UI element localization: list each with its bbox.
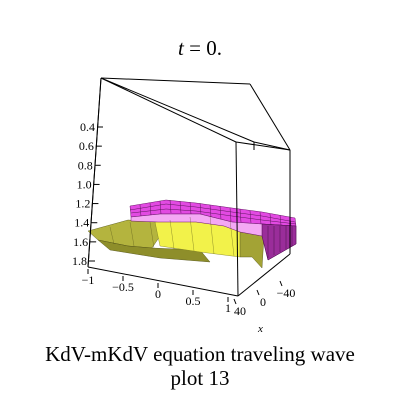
- surface-lower-plateau: [87, 219, 161, 249]
- surface-lower-plateau-front: [97, 239, 211, 263]
- z-tick-label: 0.4: [80, 120, 95, 134]
- surface-transition-edge: [239, 231, 265, 269]
- title-equation: = 0.: [183, 36, 222, 60]
- box-edge: [100, 77, 255, 143]
- t-tick-label: 0: [155, 287, 161, 301]
- box-edge: [249, 83, 291, 151]
- box-edge: [237, 253, 291, 297]
- z-tick-label: 1.6: [73, 235, 88, 249]
- t-tick-label: −1: [82, 273, 95, 287]
- z-tick-label: 1.2: [75, 197, 90, 211]
- box-edge: [235, 141, 239, 297]
- x-tick-mark: [279, 280, 283, 287]
- caption-line-1: KdV-mKdV equation traveling wave: [45, 342, 355, 366]
- z-tick-label: 1.0: [77, 177, 92, 191]
- x-tick-label: −40: [277, 286, 296, 300]
- z-tick-label: 1.8: [72, 254, 87, 268]
- plot-title: t = 0.: [0, 36, 400, 60]
- t-axis-ticks: −1 −0.5 0 0.5 1: [82, 269, 231, 315]
- z-axis-ticks: 0.4 0.6 0.8 1.0 1.2 1.4 1.6 1.8: [72, 120, 103, 268]
- surface-mesh: [129, 199, 297, 258]
- bounding-box-back: [100, 77, 291, 151]
- box-edge: [100, 77, 251, 85]
- surface-upper-wall: [261, 223, 297, 261]
- box-edge: [87, 266, 239, 297]
- t-tick-label: 1: [225, 301, 231, 315]
- box-edge: [100, 77, 237, 143]
- z-tick-label: 0.6: [79, 139, 94, 153]
- t-tick-label: −0.5: [112, 280, 134, 294]
- x-tick-label: 40: [234, 304, 246, 318]
- z-tick-label: 1.4: [74, 216, 89, 230]
- x-axis-title: x: [257, 323, 263, 335]
- plot-caption: KdV-mKdV equation traveling wave plot 13: [0, 342, 400, 390]
- box-edge: [235, 141, 291, 151]
- bounding-box-front: [87, 77, 291, 297]
- surface-mesh-lower: [109, 215, 235, 257]
- box-edge: [87, 77, 102, 268]
- t-tick-label: 0.5: [186, 294, 201, 308]
- x-tick-mark: [233, 298, 237, 305]
- x-tick-label: 0: [260, 295, 266, 309]
- x-tick-mark: [256, 289, 260, 296]
- title-variable: t: [178, 36, 184, 60]
- z-tick-label: 0.8: [78, 158, 93, 172]
- surface: [87, 199, 297, 269]
- x-axis-ticks: 40 0 −40: [233, 280, 296, 318]
- caption-line-2: plot 13: [170, 366, 230, 390]
